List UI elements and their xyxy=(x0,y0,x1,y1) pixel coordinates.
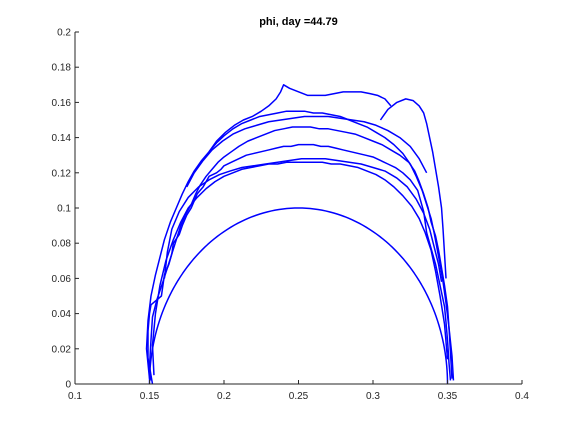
x-tick-label: 0.2 xyxy=(217,391,231,402)
axes: 0.1 0.15 0.2 0.25 0.3 0.35 0.4 0 0.02 0.04 0.06 0.0… xyxy=(52,28,530,403)
plot-area xyxy=(145,84,455,384)
x-tick-label: 0.25 xyxy=(289,391,309,402)
y-tick-label: 0.06 xyxy=(52,274,72,285)
contour-line-6 xyxy=(186,115,428,188)
x-tick-label: 0.35 xyxy=(438,391,458,402)
contour-line-8 xyxy=(379,98,447,279)
x-tick-label: 0.15 xyxy=(140,391,160,402)
y-tick-label: 0.14 xyxy=(52,133,72,144)
series-group xyxy=(145,84,455,384)
contour-line-1 xyxy=(147,143,452,381)
contour-line-5 xyxy=(163,157,443,283)
y-tick-label: 0.02 xyxy=(52,344,72,355)
y-tick-label: 0.08 xyxy=(52,239,72,250)
y-tick-label: 0.16 xyxy=(52,98,72,109)
x-tick-label: 0.4 xyxy=(515,391,529,402)
y-tick-label: 0.04 xyxy=(52,309,72,320)
x-tick-label: 0.3 xyxy=(366,391,380,402)
semicircle-line xyxy=(148,207,449,384)
y-tick-label: 0 xyxy=(65,380,71,391)
contour-line-7 xyxy=(208,84,392,153)
x-tick-label: 0.1 xyxy=(68,391,82,402)
contour-line-4 xyxy=(151,161,449,376)
y-tick-label: 0.1 xyxy=(57,204,71,215)
y-tick-label: 0.2 xyxy=(57,28,71,39)
chart-title: phi, day =44.79 xyxy=(259,16,338,28)
contour-line-3 xyxy=(145,110,455,381)
y-tick-label: 0.12 xyxy=(52,168,72,179)
y-tick-label: 0.18 xyxy=(52,63,72,74)
